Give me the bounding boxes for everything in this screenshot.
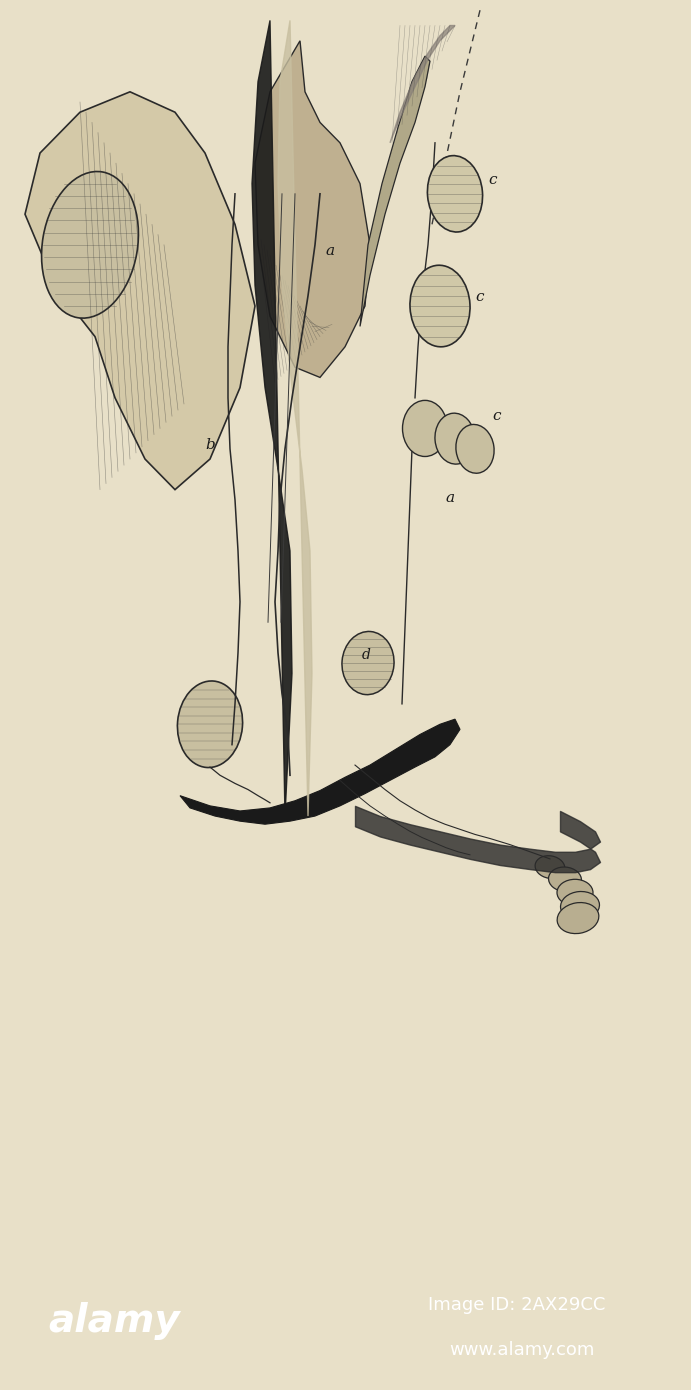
Text: a: a	[325, 245, 334, 259]
Ellipse shape	[560, 891, 600, 920]
Polygon shape	[278, 21, 312, 816]
Ellipse shape	[410, 265, 470, 346]
Text: c: c	[488, 172, 497, 186]
Ellipse shape	[41, 171, 138, 318]
Text: c: c	[475, 291, 484, 304]
Polygon shape	[25, 92, 255, 489]
Polygon shape	[180, 719, 460, 824]
Polygon shape	[390, 25, 455, 143]
Polygon shape	[255, 40, 370, 378]
Ellipse shape	[428, 156, 482, 232]
Ellipse shape	[178, 681, 243, 767]
Polygon shape	[360, 56, 430, 327]
Ellipse shape	[535, 856, 565, 878]
Ellipse shape	[557, 902, 599, 934]
Ellipse shape	[549, 867, 581, 891]
Text: c: c	[492, 409, 500, 424]
Polygon shape	[252, 21, 292, 816]
Ellipse shape	[402, 400, 448, 456]
Text: a: a	[445, 491, 454, 505]
Text: d: d	[362, 648, 371, 662]
Text: alamy: alamy	[48, 1302, 180, 1340]
Text: Image ID: 2AX29CC: Image ID: 2AX29CC	[428, 1295, 606, 1314]
Ellipse shape	[342, 631, 394, 695]
Text: b: b	[205, 438, 215, 452]
Ellipse shape	[557, 880, 593, 906]
Text: www.alamy.com: www.alamy.com	[449, 1341, 594, 1359]
Ellipse shape	[456, 424, 494, 473]
Ellipse shape	[435, 413, 475, 464]
